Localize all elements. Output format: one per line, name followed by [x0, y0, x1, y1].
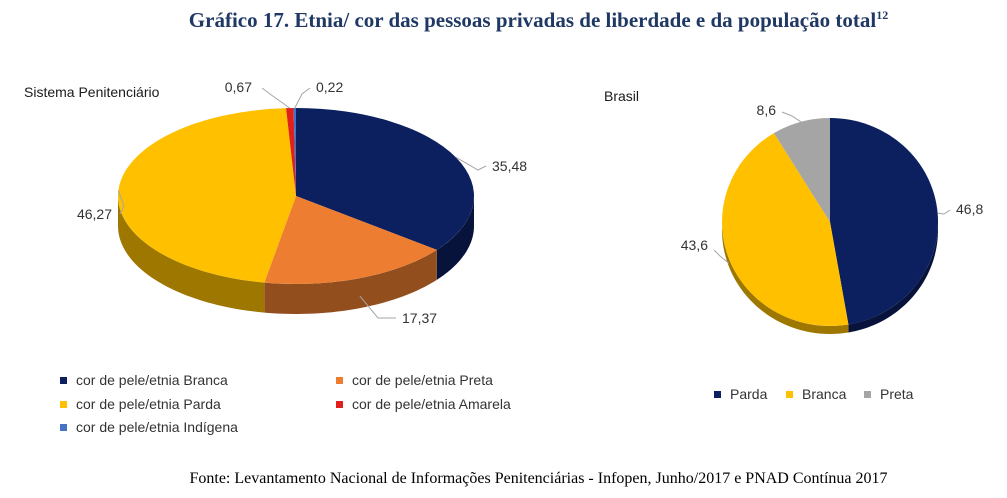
legend-item-branca-br: Branca	[786, 386, 846, 402]
pie2-leader-0	[937, 209, 951, 215]
pie1-slice-3	[286, 108, 296, 196]
pie2-slice-0	[830, 117, 939, 325]
pie1-leader-1	[359, 295, 396, 319]
legend-swatch	[60, 423, 67, 431]
legend-swatch	[714, 390, 721, 398]
pie2-leader-2	[781, 111, 802, 123]
legend-item-preta: cor de pele/etnia Preta	[336, 372, 493, 388]
pie1-data-label-2: 46,27	[77, 206, 112, 222]
legend-swatch	[60, 376, 67, 384]
legend-item-amarela: cor de pele/etnia Amarela	[336, 396, 511, 412]
pie2-title: Brasil	[604, 88, 640, 104]
pie1-data-label-1: 17,37	[402, 310, 437, 326]
pie1-data-label-4: 0,22	[316, 79, 343, 95]
pie1-data-label-3: 0,67	[225, 79, 252, 95]
pie1-leader-2	[117, 190, 125, 215]
legend-item-parda: cor de pele/etnia Parda	[60, 396, 221, 412]
pie1-slice-0	[296, 108, 474, 250]
pie2-data-label-0: 46,8	[956, 201, 983, 217]
pie2-data-label-1: 43,6	[681, 237, 708, 253]
pie1-slice-2	[118, 108, 296, 283]
legend-swatch	[336, 376, 343, 384]
pie2-slice-2	[773, 118, 830, 222]
legend-swatch	[864, 390, 871, 398]
pie2-side-0	[848, 222, 938, 333]
pie1-leader-3	[261, 87, 291, 109]
pie1-side-1	[264, 249, 437, 314]
pie1-slice-4	[293, 108, 296, 196]
pie1-side-0	[436, 196, 474, 280]
source-note: Fonte: Levantamento Nacional de Informaç…	[189, 470, 888, 487]
legend-item-branca: cor de pele/etnia Branca	[60, 372, 228, 388]
legend-swatch	[60, 400, 67, 408]
pie1-data-label-0: 35,48	[492, 158, 527, 174]
title-superscript: 12	[876, 8, 889, 22]
pie1-slice-1	[264, 196, 437, 285]
legend-swatch	[336, 400, 343, 408]
pie1-side-2	[118, 196, 265, 313]
pie1-leader-0	[455, 156, 487, 171]
pie2-slice-1	[721, 133, 849, 327]
legend-item-preta-br: Preta	[864, 386, 913, 402]
legend-swatch	[786, 390, 793, 398]
legend-item-parda-br: Parda	[714, 386, 767, 402]
legend-item-indigena: cor de pele/etnia Indígena	[60, 419, 238, 435]
pie1-title: Sistema Penitenciário	[24, 84, 160, 100]
pie1-leader-4	[294, 87, 311, 109]
chart-title: Gráfico 17. Etnia/ cor das pessoas priva…	[188, 8, 889, 32]
pie2-leader-1	[713, 249, 730, 264]
pie2-data-label-2: 8,6	[757, 102, 777, 118]
